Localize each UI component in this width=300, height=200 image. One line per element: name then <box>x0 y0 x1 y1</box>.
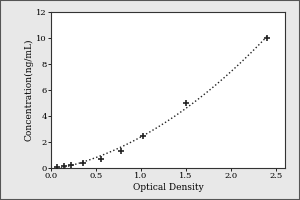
Y-axis label: Concentration(ng/mL): Concentration(ng/mL) <box>24 39 33 141</box>
X-axis label: Optical Density: Optical Density <box>133 183 203 192</box>
